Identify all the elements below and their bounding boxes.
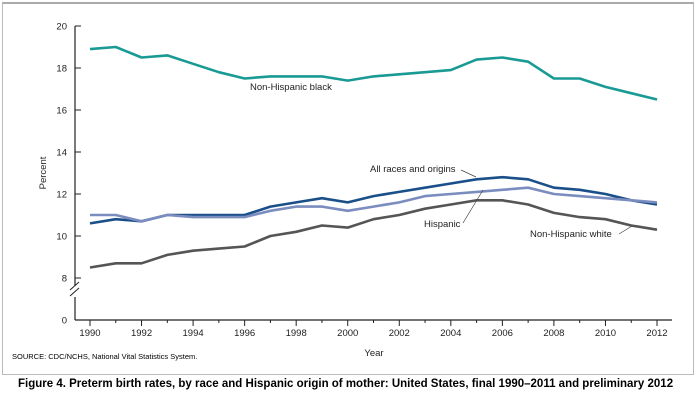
- label-leader-line: [618, 225, 633, 235]
- x-tick-label: 1994: [183, 328, 204, 339]
- y-tick-label: 8: [62, 274, 67, 285]
- x-tick-label: 2000: [337, 328, 358, 339]
- y-tick-label: 14: [56, 148, 67, 159]
- figure-caption: Figure 4. Preterm birth rates, by race a…: [18, 378, 674, 390]
- chart-frame: [2, 2, 694, 375]
- label-leader-line: [462, 189, 484, 224]
- x-tick-label: 2010: [595, 328, 616, 339]
- axis-break-mark: [69, 281, 80, 291]
- x-tick-label: 2002: [389, 328, 410, 339]
- x-tick-label: 1996: [234, 328, 255, 339]
- y-axis-label: Percent: [38, 156, 49, 189]
- y-tick-label: 12: [56, 190, 67, 201]
- x-tick-label: 2012: [646, 328, 667, 339]
- y-tick-label: 18: [56, 64, 67, 75]
- series-label: Non-Hispanic black: [250, 82, 332, 93]
- label-leader-line: [460, 169, 477, 178]
- x-tick-label: 2004: [440, 328, 461, 339]
- series-label: All races and origins: [370, 164, 456, 175]
- x-tick-label: 1992: [131, 328, 152, 339]
- series-label: Non-Hispanic white: [530, 229, 612, 240]
- source-note: SOURCE: CDC/NCHS, National Vital Statist…: [12, 352, 198, 361]
- x-axis-label: Year: [364, 348, 383, 359]
- y-tick-label: 20: [56, 22, 67, 33]
- series-label: Hispanic: [424, 219, 461, 230]
- axis-break-mark: [69, 287, 80, 297]
- y-tick-label: 0: [62, 316, 67, 327]
- y-tick-label: 16: [56, 106, 67, 117]
- series-line-non-hispanic-black: [89, 45, 658, 101]
- x-tick-label: 1998: [286, 328, 307, 339]
- x-tick-label: 1990: [79, 328, 100, 339]
- x-tick-label: 2006: [492, 328, 513, 339]
- y-tick-label: 10: [56, 232, 67, 243]
- x-tick-label: 2008: [543, 328, 564, 339]
